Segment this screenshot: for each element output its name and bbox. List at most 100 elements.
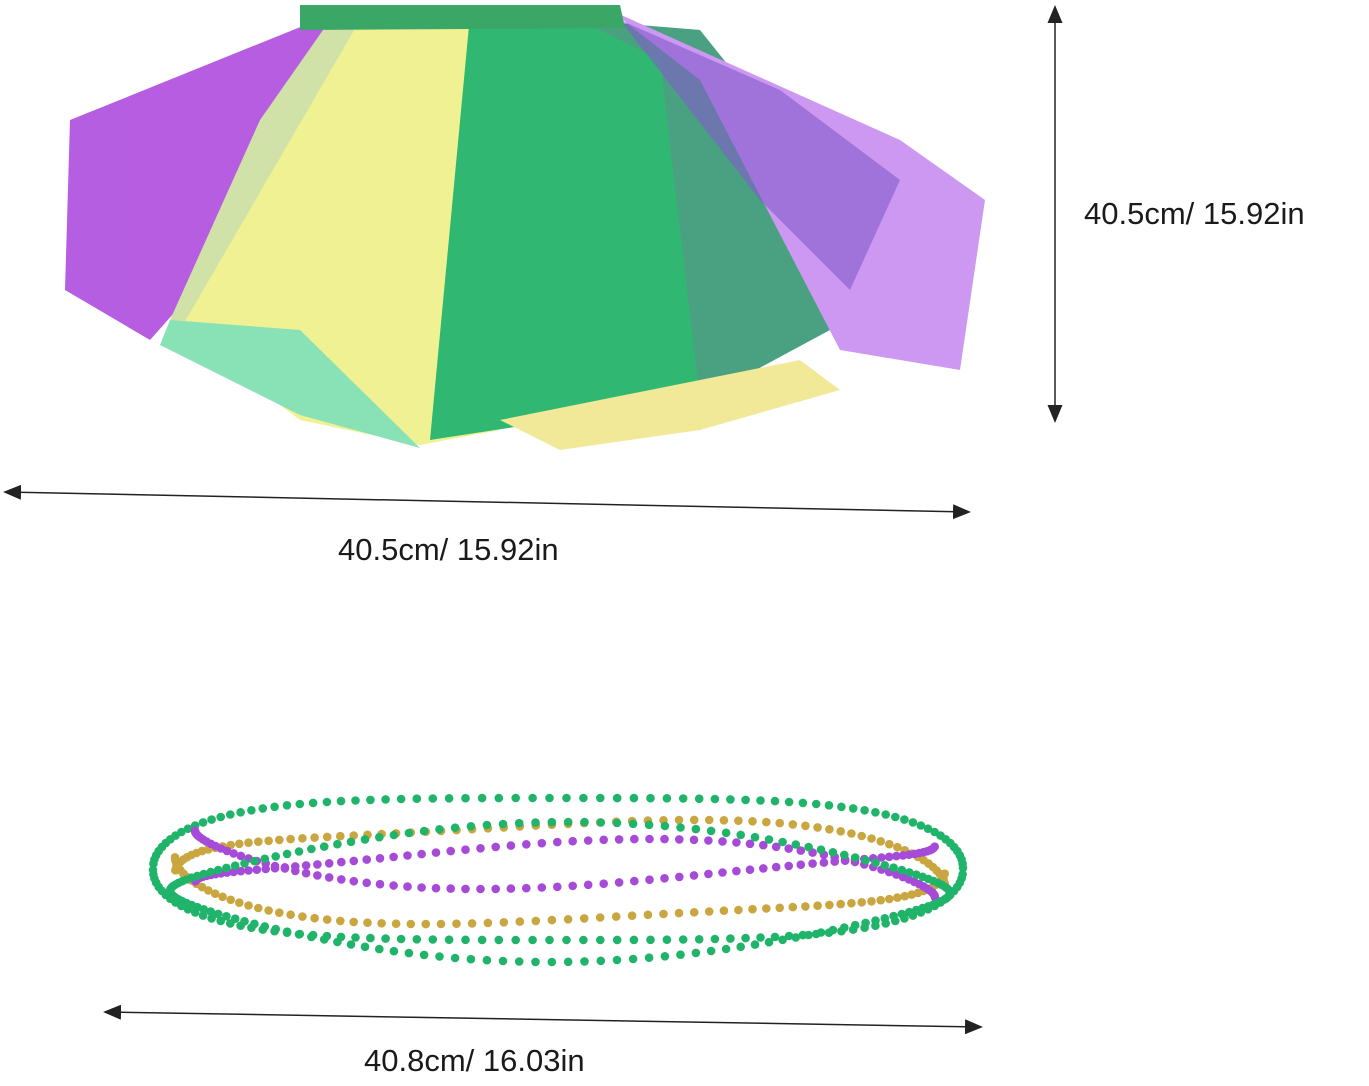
bead [694,794,704,803]
bead [403,851,412,860]
bead [599,835,608,845]
bead [579,914,589,923]
bead [298,912,307,921]
bead [745,839,755,849]
bead [310,913,319,923]
bead [375,879,385,889]
bead [511,935,520,945]
bead [804,930,813,940]
bead [198,818,208,827]
bead [583,880,593,890]
bead [629,935,639,945]
bead [678,935,688,944]
bead [871,808,880,817]
bead [889,863,898,872]
bead [421,919,431,929]
bead-necklaces-image [148,793,968,967]
bead [748,817,757,826]
bead [229,849,238,858]
bead [476,884,485,894]
bead [260,922,270,931]
bead [676,823,685,832]
bead [788,902,798,912]
bead [333,937,342,947]
bead [431,848,441,857]
bead [446,846,456,856]
bead [349,856,359,866]
bead [775,903,784,913]
bead [784,797,794,807]
bead [252,865,262,874]
bead [612,935,622,945]
bead [360,942,370,952]
bead [511,793,520,803]
bead [366,795,375,805]
bead [596,818,606,827]
bead [319,935,329,944]
bead [816,928,826,937]
bead [322,832,332,842]
bead [568,836,577,846]
bead [759,840,768,850]
bead [222,863,231,873]
bead [240,859,249,868]
bead [596,956,606,966]
bead [375,832,384,842]
bead [522,840,531,849]
bead [562,793,571,803]
bead [336,831,345,841]
bead [880,914,890,923]
bead [412,935,422,944]
bead [907,890,916,899]
bead [250,919,259,929]
bead [627,911,637,920]
bead [689,835,699,845]
bead [840,923,849,932]
bead [579,935,588,945]
bead [336,916,345,926]
bead [726,934,735,943]
bead [236,851,246,861]
bead [898,851,908,860]
tutu-skirt-image [65,5,985,450]
bead [206,907,215,916]
bead [444,935,454,944]
bead [583,836,593,845]
bead [148,865,158,875]
bead [791,933,801,942]
bead [756,933,765,942]
bead [230,914,240,923]
bead [337,875,346,884]
bead [275,835,284,845]
bead [450,953,460,963]
bead [431,883,441,893]
bead [796,846,806,855]
bead [308,798,318,808]
bead [366,933,375,943]
bead [363,918,372,927]
bead [847,898,856,908]
bead [258,804,268,813]
bead [563,817,573,827]
bead [213,909,223,919]
bead [762,904,771,913]
bead [396,934,406,944]
bead [646,793,655,803]
bead [346,940,356,949]
bead [762,817,771,827]
bead [389,881,398,890]
bead [310,833,319,842]
bead [537,883,547,892]
bead [301,868,311,878]
bead [568,881,577,891]
bead [253,903,263,913]
bead [506,884,516,893]
bead [840,850,849,860]
bead [923,824,933,833]
bead [499,918,509,927]
bead [771,842,781,852]
bead [759,864,768,873]
bead [876,837,885,846]
bead [678,794,688,803]
bead [498,956,508,966]
